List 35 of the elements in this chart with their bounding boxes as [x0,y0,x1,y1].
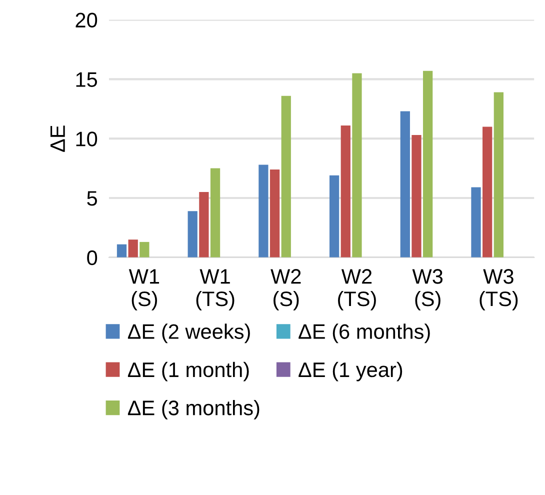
y-tick-label: 10 [76,132,98,146]
bar [199,192,209,258]
x-tick-label: W2 (TS) [338,269,376,310]
legend-label: ΔE (1 month) [128,362,249,382]
x-tick-label: W3 (S) [412,269,443,310]
y-tick-label: 5 [87,191,98,206]
y-axis-title: ΔE [50,126,65,152]
bar [400,111,410,258]
bar [258,164,268,258]
bar [482,126,492,258]
y-tick-label: 15 [76,72,98,87]
x-tick-label: W1 (TS) [196,269,234,310]
legend-label: ΔE (3 months) [128,400,260,420]
bar [340,126,350,258]
legend-label: ΔE (6 months) [298,324,430,344]
bar [188,211,198,258]
x-tick-label: W2 (S) [270,269,301,310]
bar [494,92,504,258]
bar [140,242,150,258]
y-tick-label: 20 [76,12,98,28]
x-tick-label: W1 (S) [128,269,160,310]
x-tick-label: W3 (TS) [480,269,518,310]
bar [329,175,340,258]
bar [423,70,433,258]
bar [281,96,291,258]
bar [412,135,422,258]
y-tick-label: 0 [87,250,98,266]
legend-label: ΔE (1 year) [298,362,402,382]
bar [116,244,127,258]
bar [352,73,362,258]
legend-label: ΔE (2 weeks) [128,324,250,344]
bar [270,169,280,258]
bar [210,168,220,258]
bar [128,240,138,258]
bar [471,187,481,258]
